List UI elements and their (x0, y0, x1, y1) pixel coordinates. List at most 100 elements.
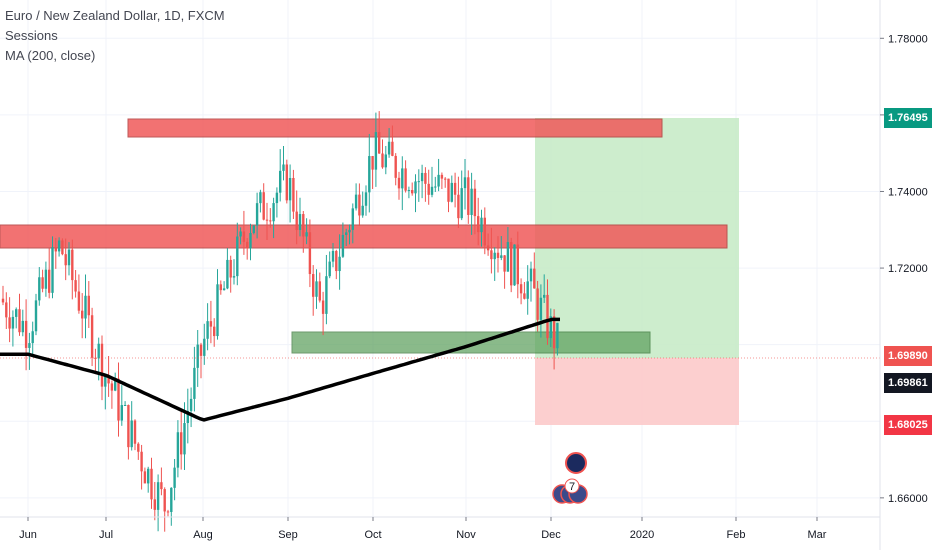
candle-body (8, 317, 11, 329)
candle-body (401, 168, 404, 189)
candle-body (107, 376, 110, 384)
time-tick-label: Jun (19, 529, 37, 541)
candle-body (57, 240, 61, 252)
candle-body (361, 205, 364, 216)
candle-body (328, 261, 331, 277)
candle-body (117, 378, 120, 421)
candle-body (450, 182, 453, 202)
resistance-zone-upper[interactable] (127, 118, 663, 138)
flag-nz-icon[interactable] (565, 452, 587, 474)
candle-body (203, 338, 206, 356)
candle-body (325, 276, 328, 314)
candle-body (420, 172, 424, 182)
candle-body (556, 322, 559, 349)
candlestick-series (1, 111, 559, 532)
time-tick-label: Feb (727, 529, 746, 541)
candle-body (110, 383, 114, 391)
candle-body (38, 277, 41, 301)
candle-body (173, 467, 176, 488)
candle-body (71, 249, 74, 281)
stop-price-tag: 1.68025 (884, 415, 932, 435)
candle-body (31, 331, 34, 344)
candle-body (186, 410, 189, 424)
candle-body (249, 233, 252, 249)
candle-body (87, 295, 90, 316)
candle-body (381, 153, 384, 168)
candle-body (447, 178, 450, 202)
candle-body (434, 186, 437, 188)
candle-body (15, 309, 18, 317)
candle-body (90, 315, 94, 358)
candle-body (519, 284, 523, 294)
candle-body (196, 344, 199, 368)
candle-body (516, 244, 519, 285)
candle-body (513, 244, 516, 286)
candle-body (506, 242, 510, 272)
candle-body (226, 259, 229, 289)
candle-body (387, 141, 391, 155)
candle-body (407, 190, 411, 192)
candle-body (463, 177, 467, 189)
candle-body (21, 320, 24, 333)
candle-body (351, 208, 354, 230)
candle-body (5, 302, 8, 318)
support-zone[interactable] (291, 331, 651, 354)
candle-body (44, 269, 48, 289)
time-axis[interactable]: Jun Jul Aug Sep Oct Nov Dec 2020 Feb Mar (19, 517, 827, 541)
candle-body (486, 245, 490, 251)
candle-body (533, 268, 536, 289)
candle-body (140, 451, 143, 472)
candle-body (477, 216, 480, 233)
candle-body (246, 241, 249, 249)
candle-body (364, 192, 368, 206)
resistance-zone-middle[interactable] (0, 224, 728, 249)
candle-body (150, 468, 153, 500)
target-price-tag: 1.76495 (884, 108, 932, 128)
candle-body (34, 300, 38, 332)
candle-body (236, 236, 239, 277)
candle-body (539, 297, 543, 320)
candle-body (100, 343, 104, 387)
candle-body (427, 183, 430, 195)
time-tick-label: 2020 (630, 529, 654, 541)
indicator-sessions[interactable]: Sessions (5, 28, 58, 43)
candle-body (18, 309, 21, 333)
ma-price-tag: 1.69861 (884, 373, 932, 393)
candle-body (315, 281, 318, 297)
candle-body (496, 252, 500, 258)
candle-body (81, 310, 84, 319)
candle-body (123, 404, 127, 406)
candle-body (341, 234, 345, 257)
candle-body (378, 132, 381, 154)
candle-body (275, 192, 279, 204)
candle-body (193, 367, 196, 399)
candle-body (24, 320, 28, 348)
candle-body (368, 156, 371, 193)
candle-body (127, 404, 130, 448)
candle-body (259, 192, 262, 204)
candle-body (170, 487, 173, 512)
candle-body (272, 203, 275, 222)
candle-body (242, 231, 246, 242)
chart-legend: Euro / New Zealand Dollar, 1D, FXCM Sess… (5, 6, 225, 66)
candle-body (295, 211, 298, 231)
event-markers[interactable]: 7 (552, 452, 588, 504)
candle-body (120, 405, 123, 421)
event-count-badge[interactable] (564, 478, 580, 494)
indicator-ma[interactable]: MA (200, close) (5, 48, 96, 63)
candle-body (460, 188, 463, 219)
candle-body (61, 240, 64, 255)
candle-body (239, 231, 242, 237)
candle-body (384, 154, 387, 168)
stop-zone[interactable] (535, 358, 739, 425)
time-tick-label: Aug (193, 529, 213, 541)
candle-body (137, 443, 140, 452)
time-tick-label: Oct (364, 529, 381, 541)
symbol-title[interactable]: Euro / New Zealand Dollar, 1D, FXCM (5, 8, 225, 23)
candle-body (394, 155, 397, 178)
candle-body (374, 132, 378, 170)
candle-body (338, 256, 341, 272)
candle-body (114, 378, 117, 391)
